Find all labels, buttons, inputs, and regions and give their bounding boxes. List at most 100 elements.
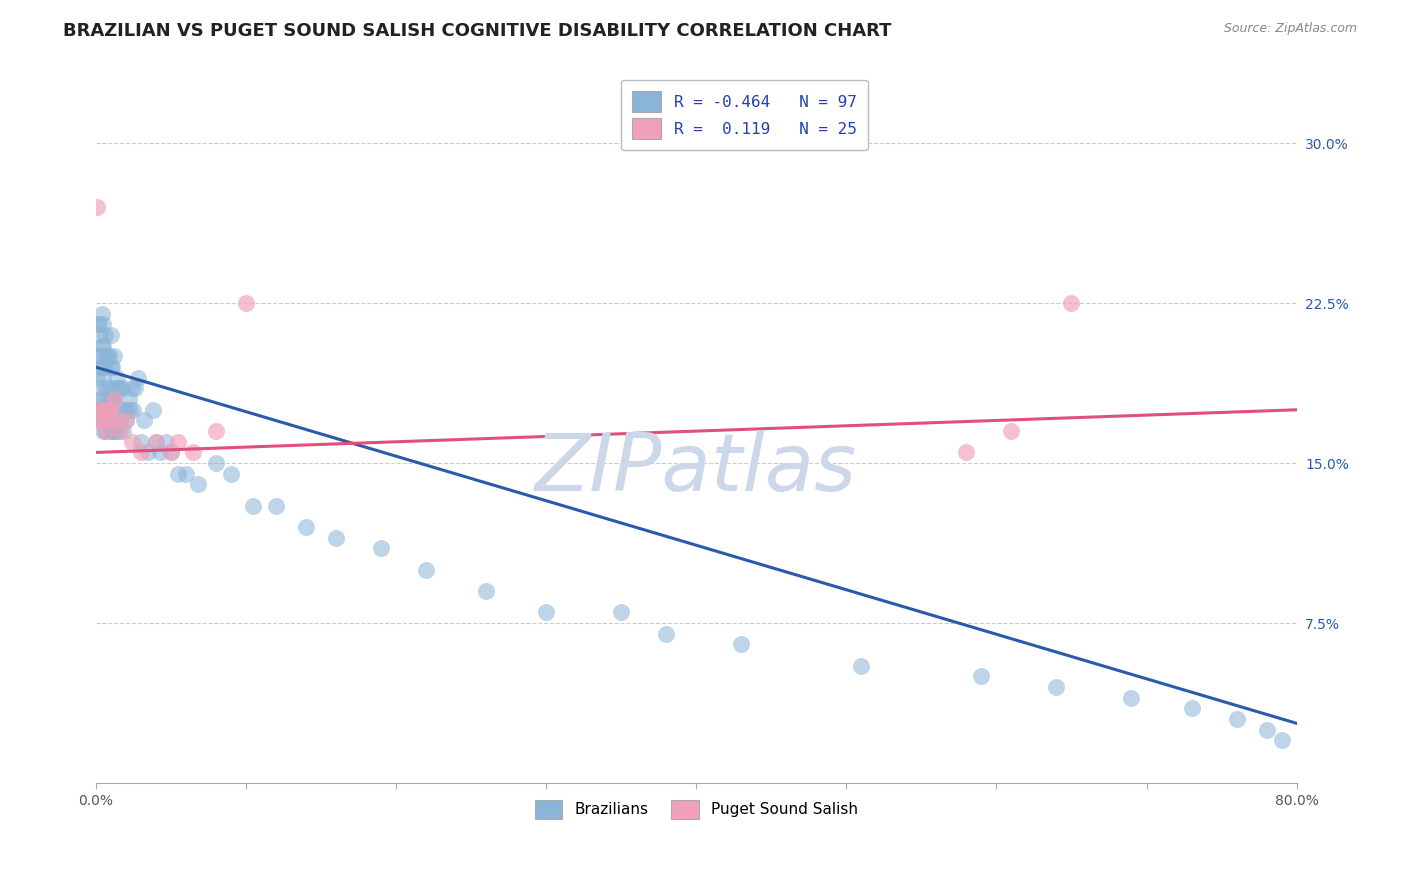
Point — [121, 434, 143, 449]
Point — [155, 434, 177, 449]
Point — [89, 392, 111, 406]
Point — [101, 392, 124, 406]
Point — [370, 541, 392, 556]
Point — [1000, 424, 1022, 438]
Point — [117, 402, 139, 417]
Point — [114, 413, 136, 427]
Point — [89, 328, 111, 343]
Point — [96, 424, 118, 438]
Point — [295, 520, 318, 534]
Point — [103, 350, 125, 364]
Point — [107, 424, 129, 438]
Point — [94, 360, 117, 375]
Point — [1045, 680, 1067, 694]
Point — [242, 499, 264, 513]
Text: BRAZILIAN VS PUGET SOUND SALISH COGNITIVE DISABILITY CORRELATION CHART: BRAZILIAN VS PUGET SOUND SALISH COGNITIV… — [63, 22, 891, 40]
Point — [112, 402, 135, 417]
Point — [98, 413, 121, 427]
Point — [219, 467, 242, 481]
Point — [86, 318, 108, 332]
Point — [86, 402, 108, 417]
Point — [415, 563, 437, 577]
Point — [103, 392, 125, 406]
Point — [121, 381, 143, 395]
Text: Source: ZipAtlas.com: Source: ZipAtlas.com — [1223, 22, 1357, 36]
Point — [111, 424, 134, 438]
Point — [86, 371, 108, 385]
Point — [142, 402, 165, 417]
Point — [90, 402, 112, 417]
Point — [105, 413, 128, 427]
Point — [97, 413, 120, 427]
Point — [90, 392, 112, 406]
Point — [96, 413, 118, 427]
Point — [851, 658, 873, 673]
Point — [91, 424, 114, 438]
Point — [98, 413, 121, 427]
Point — [87, 381, 110, 395]
Point — [87, 413, 110, 427]
Point — [610, 606, 633, 620]
Point — [101, 360, 124, 375]
Point — [87, 402, 110, 417]
Point — [90, 413, 112, 427]
Point — [91, 371, 114, 385]
Point — [96, 381, 118, 395]
Point — [90, 339, 112, 353]
Point — [104, 381, 127, 395]
Point — [91, 402, 114, 417]
Point — [475, 584, 498, 599]
Point — [104, 424, 127, 438]
Point — [86, 350, 108, 364]
Point — [101, 424, 124, 438]
Point — [100, 360, 122, 375]
Point — [108, 381, 131, 395]
Point — [120, 402, 142, 417]
Point — [159, 445, 181, 459]
Point — [108, 424, 131, 438]
Point — [89, 360, 111, 375]
Point — [955, 445, 977, 459]
Point — [94, 328, 117, 343]
Point — [94, 402, 117, 417]
Point — [174, 467, 197, 481]
Point — [91, 339, 114, 353]
Point — [107, 381, 129, 395]
Point — [100, 328, 122, 343]
Point — [97, 392, 120, 406]
Point — [90, 307, 112, 321]
Point — [98, 381, 121, 395]
Point — [205, 456, 228, 470]
Point — [97, 402, 120, 417]
Point — [325, 531, 347, 545]
Point — [103, 392, 125, 406]
Point — [110, 402, 132, 417]
Point — [1060, 296, 1083, 310]
Point — [114, 413, 136, 427]
Point — [89, 402, 111, 417]
Point — [1121, 690, 1143, 705]
Point — [105, 371, 128, 385]
Point — [96, 350, 118, 364]
Point — [111, 381, 134, 395]
Point — [118, 392, 141, 406]
Point — [100, 392, 122, 406]
Point — [730, 637, 752, 651]
Point — [108, 413, 131, 427]
Point — [145, 434, 167, 449]
Point — [94, 424, 117, 438]
Point — [1180, 701, 1202, 715]
Point — [1256, 723, 1278, 737]
Point — [235, 296, 257, 310]
Point — [970, 669, 993, 683]
Point — [87, 318, 110, 332]
Point — [149, 445, 172, 459]
Point — [132, 413, 155, 427]
Point — [159, 445, 181, 459]
Point — [127, 371, 149, 385]
Point — [1225, 712, 1247, 726]
Point — [1271, 733, 1294, 747]
Point — [167, 467, 190, 481]
Point — [129, 434, 152, 449]
Point — [129, 445, 152, 459]
